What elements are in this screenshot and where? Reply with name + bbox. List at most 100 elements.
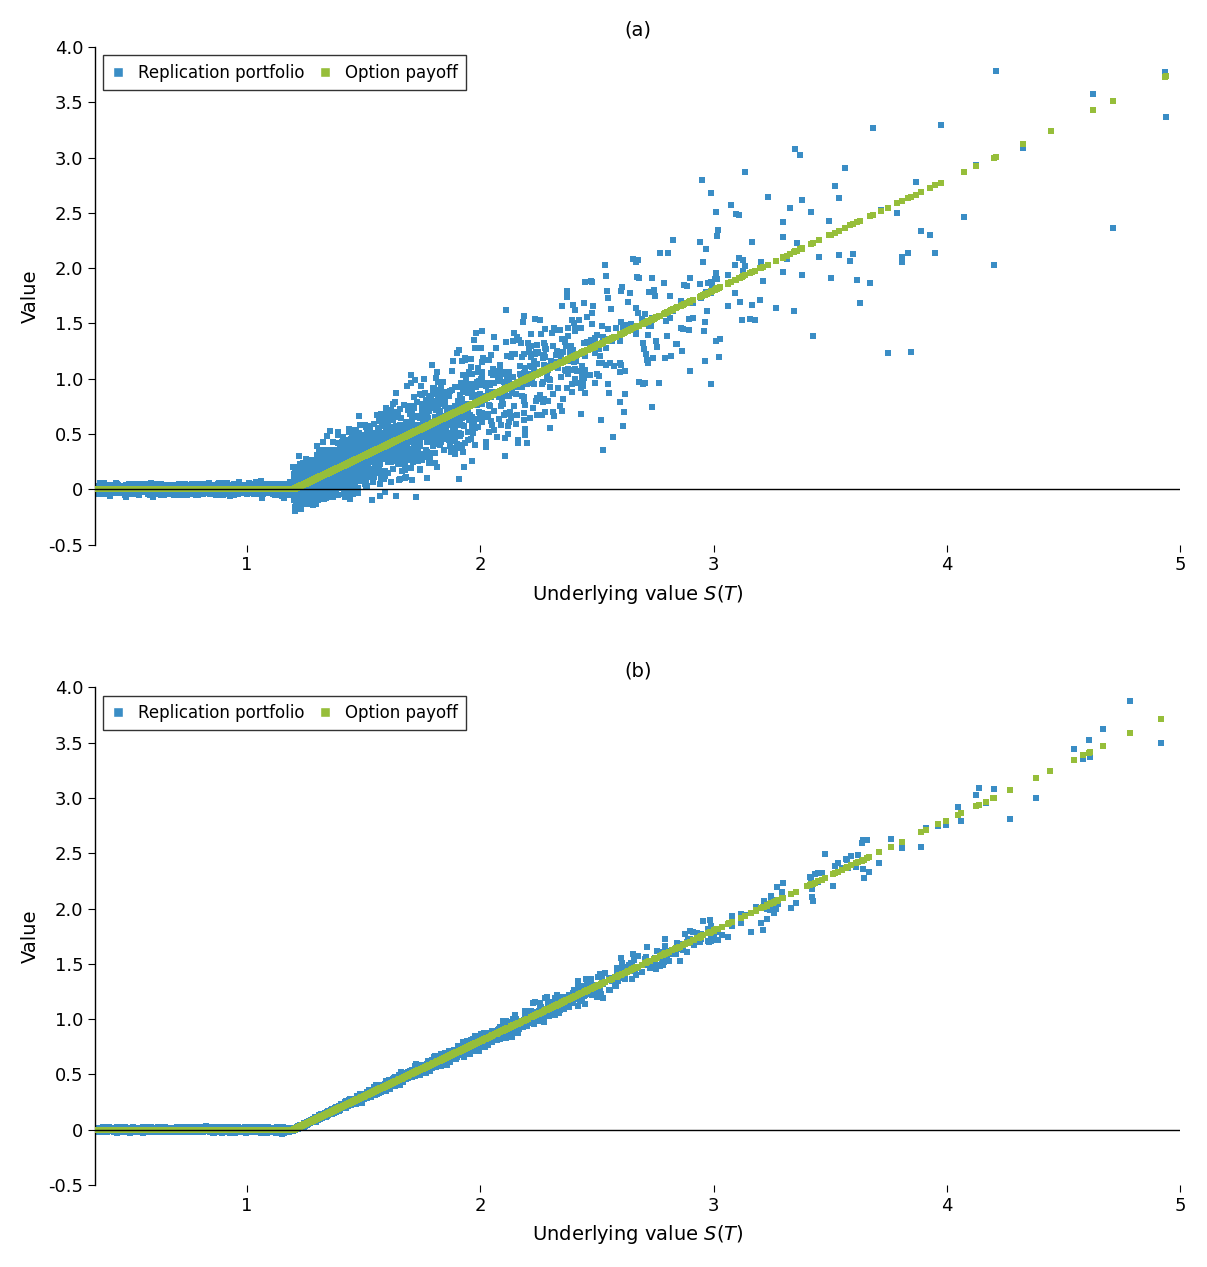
Point xyxy=(171,1123,191,1143)
Point xyxy=(330,457,349,478)
Point xyxy=(183,479,203,499)
Point xyxy=(275,479,295,499)
Point xyxy=(165,478,185,498)
Point xyxy=(344,1091,363,1111)
Point xyxy=(315,464,334,484)
Point xyxy=(234,1120,253,1140)
Point xyxy=(385,1068,404,1088)
Point xyxy=(315,1104,334,1124)
Point xyxy=(163,479,182,499)
Point xyxy=(293,1115,313,1135)
Point xyxy=(321,461,340,481)
Point xyxy=(136,479,156,499)
Point xyxy=(161,1119,180,1139)
Point xyxy=(187,479,206,499)
Point xyxy=(222,1119,241,1139)
Point xyxy=(321,461,340,481)
Point xyxy=(171,1120,191,1140)
Point xyxy=(189,1120,209,1140)
Point xyxy=(319,462,338,483)
Point xyxy=(240,479,260,499)
Point xyxy=(200,1120,220,1140)
Point xyxy=(130,479,150,499)
Point xyxy=(92,479,111,499)
Point xyxy=(667,934,687,954)
Point xyxy=(239,1119,258,1139)
Point xyxy=(173,1121,192,1142)
Point xyxy=(263,483,282,503)
Point xyxy=(128,480,147,500)
Point xyxy=(64,479,83,499)
Point xyxy=(355,446,374,466)
Point xyxy=(309,474,328,494)
Point xyxy=(375,1076,395,1096)
Point xyxy=(482,411,501,431)
Point xyxy=(223,1119,243,1139)
Point xyxy=(375,1074,395,1095)
Point xyxy=(328,1098,348,1119)
Point xyxy=(241,1120,261,1140)
Point xyxy=(286,1119,305,1139)
Point xyxy=(241,1119,261,1139)
Point xyxy=(279,1120,298,1140)
Point xyxy=(223,479,243,499)
Point xyxy=(175,1120,194,1140)
Point xyxy=(171,479,191,499)
Point xyxy=(262,479,281,499)
Point xyxy=(361,428,380,449)
Point xyxy=(255,1120,274,1140)
Point xyxy=(467,385,486,405)
Point xyxy=(561,336,581,356)
Point xyxy=(424,413,443,433)
Point xyxy=(288,1116,308,1136)
Point xyxy=(240,479,260,499)
Point xyxy=(152,479,171,499)
Point xyxy=(480,1029,500,1049)
Point xyxy=(142,481,162,502)
Point xyxy=(264,1120,284,1140)
Point xyxy=(147,483,167,503)
Point xyxy=(136,479,156,499)
Point xyxy=(360,1085,379,1105)
Point xyxy=(582,338,601,359)
Point xyxy=(408,1060,427,1081)
Point xyxy=(462,394,482,414)
Point xyxy=(203,483,222,503)
Point xyxy=(406,1058,425,1078)
Point xyxy=(384,432,403,452)
Point xyxy=(326,479,345,499)
Point xyxy=(323,1101,343,1121)
Point xyxy=(141,480,161,500)
Point xyxy=(189,1120,209,1140)
Point xyxy=(350,449,369,469)
Point xyxy=(401,1064,420,1085)
Point xyxy=(212,479,232,499)
Point xyxy=(483,385,502,405)
Point xyxy=(182,479,202,499)
Point xyxy=(400,424,419,445)
Point xyxy=(150,479,169,499)
Point xyxy=(467,393,486,413)
Point xyxy=(467,1034,486,1054)
Point xyxy=(209,479,228,499)
Point xyxy=(153,479,173,499)
Point xyxy=(196,479,215,499)
Point xyxy=(142,1119,162,1139)
Point xyxy=(185,1119,204,1139)
Point xyxy=(132,1120,151,1140)
Point xyxy=(260,480,279,500)
Point xyxy=(220,479,239,499)
Point xyxy=(488,383,507,403)
Point xyxy=(231,479,250,499)
Point xyxy=(196,1120,215,1140)
Point xyxy=(462,394,482,414)
Point xyxy=(701,281,721,302)
Point xyxy=(222,1119,241,1139)
Point xyxy=(282,1120,302,1140)
Point xyxy=(279,479,298,499)
Point xyxy=(612,964,631,984)
Point xyxy=(550,995,570,1015)
Point xyxy=(193,480,212,500)
Point xyxy=(100,487,119,507)
Point xyxy=(212,1121,232,1142)
